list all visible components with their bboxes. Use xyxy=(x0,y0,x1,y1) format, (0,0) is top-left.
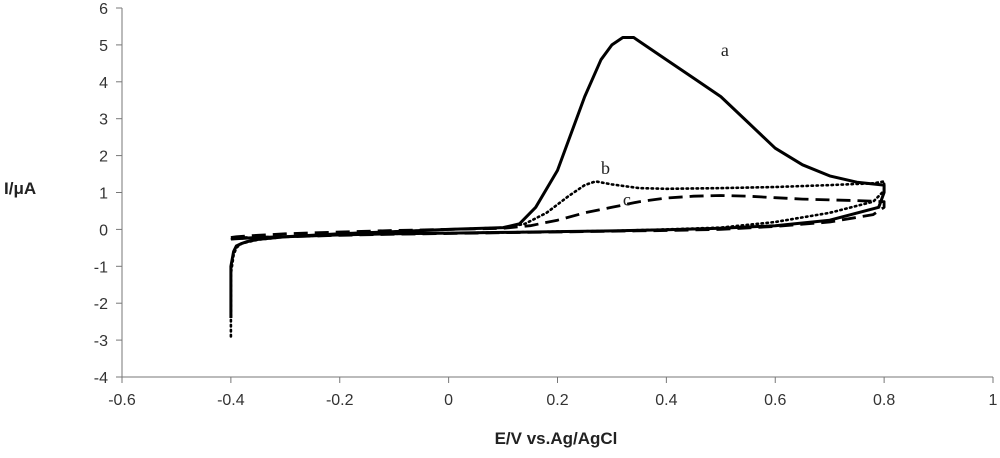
series-a-line xyxy=(229,36,886,318)
axes xyxy=(121,8,993,378)
y-tick-label: -3 xyxy=(94,333,108,350)
curve-labels: a bc xyxy=(601,40,729,209)
series-c-line xyxy=(230,194,886,240)
y-tick-label: 0 xyxy=(99,222,108,239)
y-axis-ticks: -4 -3 -2 -1 0 1 2 3 4 5 6 xyxy=(94,1,122,387)
y-tick-label: 1 xyxy=(99,186,108,203)
x-tick-label: 0.8 xyxy=(873,392,895,409)
series-a-label: a xyxy=(721,40,729,60)
series-b-line xyxy=(229,180,886,338)
y-tick-label: -1 xyxy=(94,259,108,276)
y-tick-label: 3 xyxy=(99,112,108,129)
y-tick-label: 4 xyxy=(99,75,108,92)
y-tick-label: -2 xyxy=(94,296,108,313)
x-tick-label: -0.6 xyxy=(108,392,136,409)
series-layer xyxy=(229,36,886,338)
x-tick-label: -0.4 xyxy=(217,392,245,409)
y-tick-label: 2 xyxy=(99,149,108,166)
y-tick-label: 5 xyxy=(99,38,108,55)
x-tick-label: 0 xyxy=(444,392,453,409)
y-axis-title: I/μA xyxy=(4,179,36,198)
series-c-label: c xyxy=(623,189,631,209)
x-axis-title: E/V vs.Ag/AgCl xyxy=(495,429,618,448)
x-axis-ticks: -0.6 -0.4 -0.2 0 0.2 0.4 0.6 0.8 1 xyxy=(108,377,998,409)
x-tick-label: 0.2 xyxy=(546,392,568,409)
x-tick-label: 1 xyxy=(989,392,998,409)
x-tick-label: -0.2 xyxy=(326,392,354,409)
series-b-label: b xyxy=(601,158,610,178)
y-tick-label: 6 xyxy=(99,1,108,18)
x-tick-label: 0.6 xyxy=(764,392,786,409)
x-tick-label: 0.4 xyxy=(655,392,677,409)
y-tick-label: -4 xyxy=(94,370,108,387)
